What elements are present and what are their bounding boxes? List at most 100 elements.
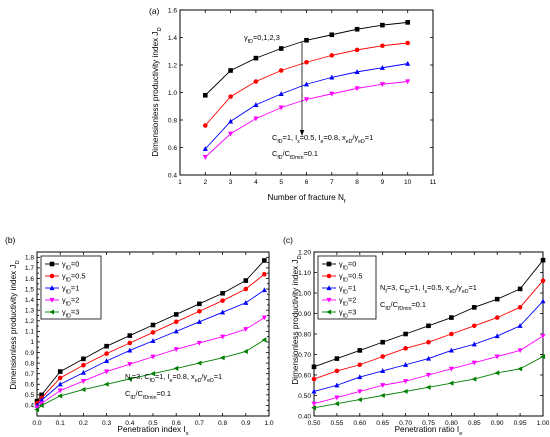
x-tick-label: 1.0: [264, 420, 273, 427]
data-point: [471, 360, 477, 366]
legend-marker: [326, 297, 332, 303]
text-part: /y: [352, 133, 358, 142]
text-part: =0.1: [156, 389, 171, 398]
data-point: [426, 339, 431, 345]
x-tick-label: 0.85: [468, 420, 481, 427]
subscript: e: [459, 431, 462, 437]
text-part: =0.1: [411, 300, 426, 309]
subscript: fD: [248, 39, 253, 45]
x-tick-label: 0.95: [514, 420, 527, 427]
data-point: [103, 381, 109, 387]
data-point: [357, 397, 362, 403]
text-part: γ: [339, 284, 343, 293]
x-tick-label: 0.8: [218, 420, 227, 427]
annotation: Nf=3, CfD=1, Ie=0.8, xeD/yeD=1: [125, 372, 222, 384]
data-point: [494, 354, 500, 360]
annotation: CfD/CfDmin=0.1: [272, 149, 318, 161]
data-point: [278, 46, 284, 51]
text-part: γ: [62, 284, 66, 293]
subscript: fD: [66, 278, 71, 284]
text-part: /y: [456, 283, 462, 292]
data-point: [127, 362, 133, 367]
data-point: [80, 369, 86, 375]
data-point: [405, 20, 410, 25]
data-point: [127, 340, 133, 346]
legend-marker: [326, 273, 332, 279]
data-point: [311, 401, 317, 407]
text-part: Dimensionless productivity index J: [291, 260, 300, 385]
series-3: [34, 315, 267, 411]
data-point: [196, 340, 202, 346]
text-part: Dimensionless productivity index J: [9, 265, 18, 390]
data-point: [448, 347, 454, 353]
y-tick-label: 1.10: [298, 270, 311, 277]
text-part: =1: [365, 133, 373, 142]
y-tick-label: 1.6: [168, 7, 177, 14]
data-point: [354, 86, 360, 92]
text-part: Dimensionless productivity index J: [151, 32, 160, 157]
arrow-label: γfD=0,1,2,3: [244, 33, 280, 45]
text-part: N: [380, 283, 385, 292]
data-point: [253, 55, 259, 61]
annotation: CfD/CfDmin=0.1: [125, 389, 171, 401]
subscript: f: [130, 378, 132, 384]
data-point: [540, 333, 546, 339]
y-tick-label: 1.7: [25, 265, 34, 272]
data-point: [196, 360, 202, 366]
data-point: [380, 22, 385, 28]
x-tick-label: 0.9: [241, 420, 250, 427]
text-part: =3: [71, 308, 79, 317]
text-part: /y: [201, 372, 207, 381]
x-axis-title: Number of fracture Nf: [267, 193, 345, 205]
data-point: [472, 323, 477, 329]
y-tick-label: 0.50: [298, 393, 311, 400]
text-part: γ: [339, 308, 343, 317]
series-3: [202, 79, 411, 160]
x-tick-label: 8: [355, 179, 359, 186]
legend-marker: [49, 309, 55, 315]
text-part: γ: [339, 272, 343, 281]
data-point: [380, 383, 386, 389]
subscript: fD: [343, 302, 348, 308]
series-line: [36, 339, 265, 410]
text-part: =3, C: [132, 372, 151, 381]
y-tick-label: 1.5: [25, 286, 34, 293]
legend-marker: [49, 297, 55, 303]
data-point: [197, 301, 202, 307]
x-tick-label: 0.2: [79, 420, 88, 427]
data-point: [203, 123, 208, 128]
y-axis-title: Dimensionless productivity index JD: [9, 260, 21, 389]
data-point: [380, 43, 385, 49]
data-point: [329, 91, 335, 97]
x-tick-label: 0.90: [491, 420, 504, 427]
data-point: [449, 331, 454, 337]
x-axis-title: Penetration ratio Ie: [395, 425, 463, 437]
data-point: [39, 397, 45, 403]
series-4: [311, 354, 546, 411]
series-2: [202, 60, 411, 151]
subscript: eD: [462, 289, 469, 295]
data-point: [471, 376, 477, 382]
legend-label: γfD=3: [339, 308, 356, 320]
data-point: [173, 312, 179, 317]
data-point: [278, 105, 284, 111]
y-tick-label: 1.4: [25, 297, 34, 304]
subscript: fD: [66, 314, 71, 320]
data-point: [354, 69, 360, 74]
text-part: =1: [468, 283, 476, 292]
text-part: Penetration index I: [117, 425, 185, 434]
subscript: x: [297, 139, 300, 145]
legend-marker: [49, 285, 55, 291]
y-tick-label: 0.8: [168, 117, 177, 124]
text-part: =1, I: [155, 372, 170, 381]
data-point: [494, 315, 500, 320]
data-point: [334, 395, 340, 401]
data-point: [34, 405, 40, 411]
data-point: [329, 74, 335, 80]
subscript: e: [169, 378, 172, 384]
y-tick-label: 0.4: [25, 403, 34, 410]
series-line: [204, 81, 408, 158]
y-tick-label: 1.8: [25, 255, 34, 262]
